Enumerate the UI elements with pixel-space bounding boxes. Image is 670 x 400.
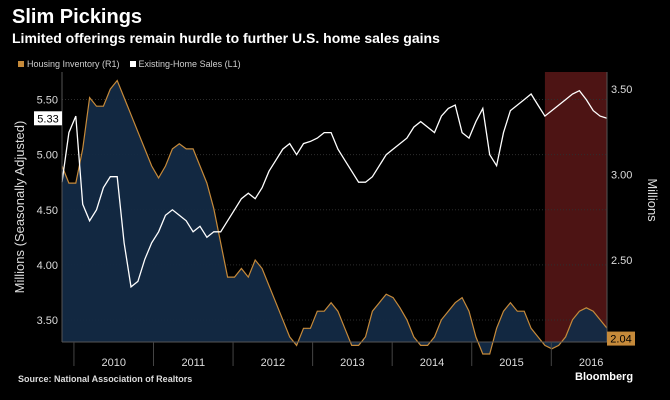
y-axis-right-title: Millions xyxy=(645,178,660,222)
x-tick: 2011 xyxy=(181,357,205,369)
legend-label-sales: Existing-Home Sales (L1) xyxy=(138,59,241,69)
legend-swatch-sales xyxy=(129,61,136,67)
inventory-line xyxy=(61,79,608,355)
legend-item-sales: Existing-Home Sales (L1) xyxy=(129,59,241,69)
sales-line xyxy=(61,89,608,289)
source-note: Source: National Association of Realtors xyxy=(18,374,193,384)
highlight-region xyxy=(544,72,607,342)
y-tick-left: 4.00 xyxy=(37,260,58,272)
x-tick: 2012 xyxy=(261,357,285,369)
y-tick-right: 2.50 xyxy=(611,255,632,267)
legend-label-inventory: Housing Inventory (R1) xyxy=(27,59,120,69)
y-tick-left: 5.00 xyxy=(37,150,58,162)
x-tick: 2013 xyxy=(340,357,364,369)
y-axis-left-title: Millions (Seasonally Adjusted) xyxy=(12,121,27,294)
y-tick-left: 4.50 xyxy=(37,205,58,217)
legend-item-inventory: Housing Inventory (R1) xyxy=(18,59,120,69)
x-tick: 2015 xyxy=(499,357,523,369)
y-tick-left: 3.50 xyxy=(37,315,58,327)
y-tick-right: 3.50 xyxy=(611,84,632,96)
last-value-right: 2.04 xyxy=(610,334,631,346)
x-tick: 2014 xyxy=(420,357,444,369)
y-tick-left: 5.50 xyxy=(37,95,58,107)
last-value-left-box xyxy=(34,111,62,126)
inventory-area xyxy=(62,80,607,354)
last-value-left: 5.33 xyxy=(37,113,58,125)
x-tick: 2016 xyxy=(579,357,603,369)
legend: Housing Inventory (R1) Existing-Home Sal… xyxy=(18,59,241,69)
brand-logo: Bloomberg xyxy=(575,371,634,383)
last-value-right-box xyxy=(607,331,635,346)
x-tick: 2010 xyxy=(101,357,125,369)
chart-title: Slim Pickings xyxy=(12,6,143,28)
chart-subtitle: Limited offerings remain hurdle to furth… xyxy=(12,30,440,46)
legend-swatch-inventory xyxy=(18,61,24,67)
y-tick-right: 3.00 xyxy=(611,170,632,182)
